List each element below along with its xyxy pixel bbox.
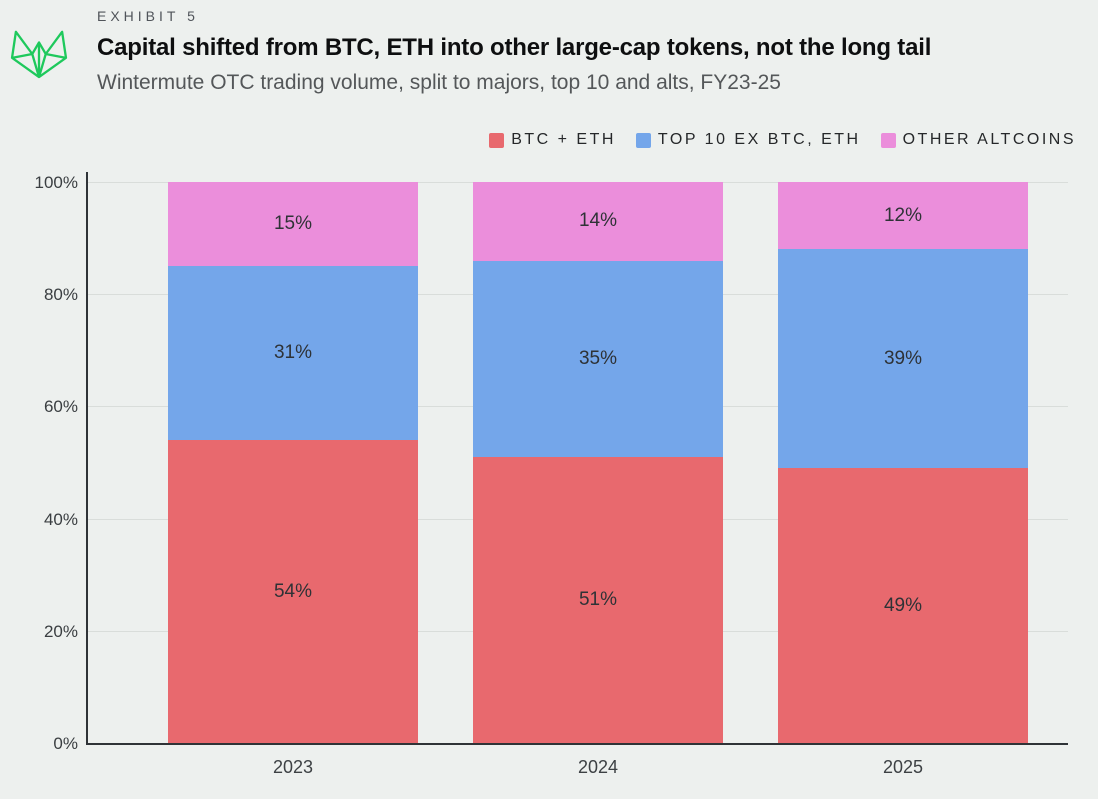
bar-value-label: 49% — [883, 594, 923, 616]
bar-value-label: 15% — [273, 213, 313, 235]
bar-value-label: 12% — [883, 204, 923, 226]
bar-2024-segment-other-altcoins: 14% — [473, 182, 723, 261]
bar-value-label: 35% — [578, 347, 618, 369]
legend-item-other-altcoins: OTHER ALTCOINS — [880, 131, 1076, 149]
bar-value-label: 54% — [273, 580, 313, 602]
bar-2023-segment-top-10-ex-btc-eth: 31% — [168, 266, 418, 441]
chart-legend: BTC + ETH TOP 10 EX BTC, ETH OTHER ALTCO… — [489, 131, 1076, 149]
legend-swatch-btc-eth-icon — [489, 132, 505, 148]
y-axis-line — [86, 172, 88, 745]
bar-2023-segment-btc-eth: 54% — [168, 440, 418, 743]
bar-value-label: 31% — [273, 342, 313, 364]
bar-2025-segment-other-altcoins: 12% — [778, 182, 1028, 250]
y-axis-tick-20%: 20% — [43, 621, 78, 641]
y-axis-tick-0%: 0% — [53, 734, 78, 753]
y-axis-tick-80%: 80% — [43, 285, 78, 305]
legend-item-top10: TOP 10 EX BTC, ETH — [635, 131, 861, 149]
bar-2023-segment-other-altcoins: 15% — [168, 182, 418, 267]
bar-2023: 15% 31% 54% — [168, 182, 418, 743]
y-axis-tick-100%: 100% — [34, 173, 78, 192]
legend-label: TOP 10 EX BTC, ETH — [657, 131, 861, 148]
bar-2024-segment-btc-eth: 51% — [473, 456, 723, 743]
x-axis-tick-2024: 2024 — [577, 757, 619, 777]
bar-value-label: 51% — [578, 588, 618, 610]
page-title: Capital shifted from BTC, ETH into other… — [97, 34, 932, 61]
page-subtitle: Wintermute OTC trading volume, split to … — [97, 71, 781, 94]
bar-value-label: 14% — [578, 210, 618, 232]
bar-value-label: 39% — [883, 347, 923, 369]
legend-label: OTHER ALTCOINS — [902, 131, 1076, 148]
legend-label: BTC + ETH — [511, 131, 616, 148]
y-axis-tick-60%: 60% — [43, 397, 78, 417]
bar-2025: 12% 39% 49% — [778, 182, 1028, 743]
x-axis-tick-2023: 2023 — [272, 757, 314, 777]
bar-2024: 14% 35% 51% — [473, 182, 723, 743]
exhibit-label: EXHIBIT 5 — [97, 8, 199, 24]
bar-2025-segment-top-10-ex-btc-eth: 39% — [778, 249, 1028, 469]
legend-swatch-other-altcoins-icon — [880, 132, 896, 148]
legend-item-btc-eth: BTC + ETH — [489, 131, 616, 149]
bar-2024-segment-top-10-ex-btc-eth: 35% — [473, 260, 723, 457]
x-axis-line — [86, 743, 1068, 745]
wintermute-logo-icon — [10, 30, 68, 79]
legend-swatch-top10-icon — [635, 132, 651, 148]
x-axis-tick-2025: 2025 — [882, 757, 924, 777]
bar-2025-segment-btc-eth: 49% — [778, 468, 1028, 743]
y-axis-tick-40%: 40% — [43, 509, 78, 529]
